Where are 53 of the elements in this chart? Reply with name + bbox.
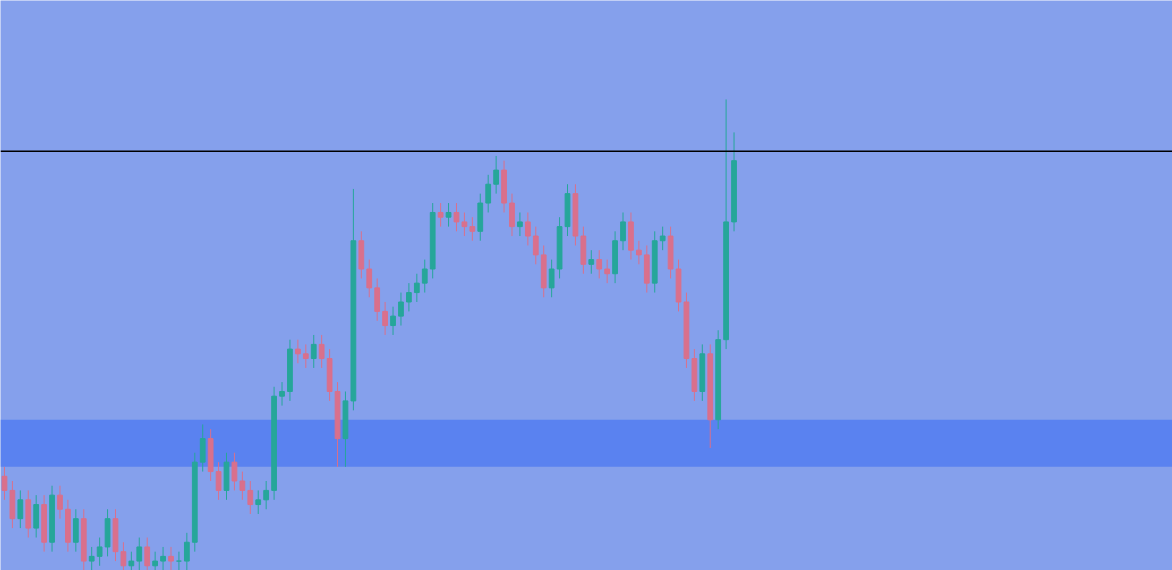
candlestick (485, 174, 492, 213)
candlestick (437, 202, 444, 228)
candlestick (421, 259, 428, 294)
candlestick (255, 489, 262, 515)
candlestick (57, 485, 63, 520)
candlestick (295, 339, 301, 364)
candlestick (390, 306, 396, 336)
candlestick (231, 452, 238, 491)
candlestick (168, 546, 174, 570)
candlestick (596, 249, 603, 279)
candlestick (406, 282, 412, 312)
candlestick (17, 489, 24, 529)
candlestick (509, 193, 515, 237)
candlestick (152, 551, 159, 570)
candlestick (635, 240, 642, 265)
candlestick (366, 259, 373, 298)
candlestick (239, 471, 246, 501)
candlestick (215, 461, 222, 501)
candlestick (604, 259, 611, 284)
candlestick (120, 541, 127, 570)
candlestick (413, 273, 420, 303)
candlestick (445, 202, 452, 228)
candlestick (469, 216, 476, 242)
candlestick (144, 537, 151, 570)
candlestick (453, 202, 460, 232)
candlestick (532, 226, 539, 265)
candlestick (263, 480, 270, 510)
candlestick (136, 537, 143, 570)
candlestick (517, 211, 523, 237)
candlestick (33, 494, 40, 539)
candlestick (1, 466, 8, 501)
candlestick (524, 211, 531, 246)
candlestick (588, 249, 595, 275)
candlestick (128, 551, 135, 570)
candlestick (374, 277, 381, 322)
candlestick (247, 480, 254, 515)
candlestick (318, 334, 325, 369)
candlestick (493, 155, 500, 195)
candlestick (279, 381, 285, 407)
candlestick (548, 259, 555, 298)
candlestick (382, 301, 388, 336)
candlestick (620, 211, 626, 251)
candlestick (199, 423, 206, 473)
candlestick (72, 508, 79, 553)
candlestick (160, 546, 166, 570)
candlestick (398, 292, 404, 327)
candlestick (302, 343, 309, 369)
candlestick (659, 226, 666, 251)
candlestick (96, 537, 103, 567)
candlestick (183, 532, 190, 570)
candlestick (88, 546, 95, 570)
candlestick (461, 211, 468, 237)
candlestick (310, 334, 317, 369)
